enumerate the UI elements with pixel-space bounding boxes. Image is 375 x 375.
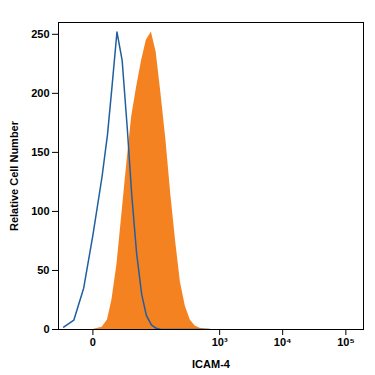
svg-text:10³: 10³: [212, 336, 228, 348]
svg-text:0: 0: [90, 336, 96, 348]
svg-text:Relative Cell Number: Relative Cell Number: [8, 120, 20, 231]
svg-text:10⁴: 10⁴: [274, 336, 292, 348]
svg-text:10⁵: 10⁵: [337, 336, 354, 348]
svg-text:0: 0: [43, 323, 49, 335]
svg-text:100: 100: [31, 205, 49, 217]
svg-text:200: 200: [31, 87, 49, 99]
svg-text:ICAM-4: ICAM-4: [192, 358, 231, 370]
svg-text:150: 150: [31, 146, 49, 158]
svg-text:250: 250: [31, 28, 49, 40]
svg-text:50: 50: [37, 264, 49, 276]
